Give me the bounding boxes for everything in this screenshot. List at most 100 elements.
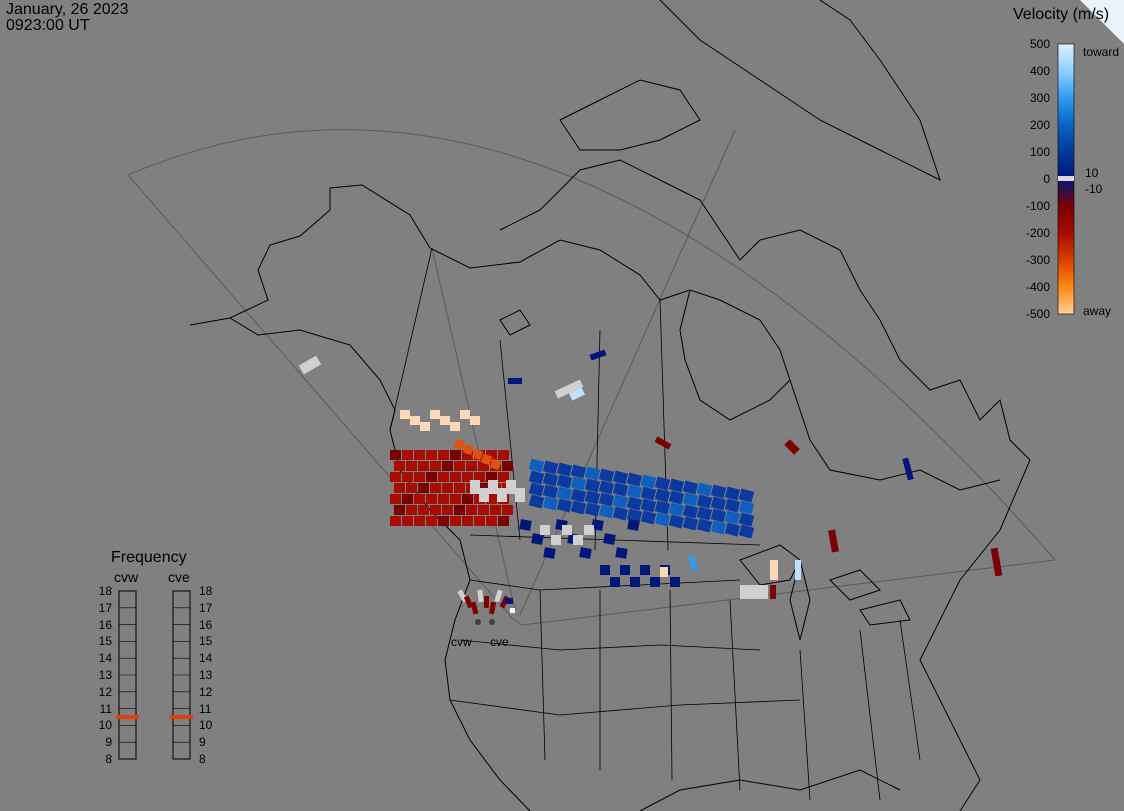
echo-cell	[598, 468, 615, 483]
echo-cell	[556, 486, 573, 501]
echo-cell	[696, 518, 713, 533]
echo-cell	[483, 595, 490, 609]
radar-label-cvw: cvw	[451, 635, 472, 649]
echo-cell	[738, 524, 755, 539]
label-away: away	[1083, 304, 1112, 318]
echo-cell	[579, 547, 592, 559]
echo-cell	[506, 480, 516, 494]
echo-cell	[570, 476, 587, 491]
echo-cell	[770, 585, 776, 599]
echo-cell	[402, 450, 413, 460]
echo-cell	[438, 472, 449, 482]
echo-cell	[640, 486, 657, 501]
echo-cell	[420, 422, 430, 431]
echo-cell	[394, 483, 405, 493]
echo-cell	[654, 476, 671, 491]
echo-cell	[486, 472, 497, 482]
echo-cell	[598, 480, 615, 495]
echo-cell	[682, 516, 699, 531]
colorbar-tick-label: 0	[1043, 172, 1050, 186]
echo-cell	[640, 498, 657, 513]
echo-cell	[450, 494, 461, 504]
echo-cell	[828, 529, 839, 553]
echo-cell	[710, 520, 727, 535]
echo-cell	[540, 525, 550, 535]
echo-cell	[466, 505, 477, 515]
radar-echoes	[298, 349, 1003, 615]
echo-cell	[486, 494, 497, 504]
echo-cell	[505, 598, 513, 604]
frequency-gauges	[116, 590, 193, 760]
frequency-level-label: 10	[98, 718, 112, 733]
echo-cell	[600, 565, 610, 575]
echo-cell	[724, 522, 741, 537]
echo-cell	[551, 535, 561, 545]
echo-cell	[508, 378, 522, 384]
echo-cell	[626, 508, 643, 523]
echo-cell	[724, 510, 741, 525]
echo-cell	[654, 436, 672, 450]
colorbar-tick-label: -500	[1025, 307, 1050, 321]
echo-cell	[738, 488, 755, 503]
radar-site-cvw	[475, 619, 481, 625]
label-toward: toward	[1083, 45, 1120, 59]
echo-cell	[462, 516, 473, 526]
echo-cell	[615, 547, 628, 559]
echo-cell	[630, 577, 640, 587]
radar-label-cve: cve	[490, 635, 509, 649]
echo-cell	[462, 472, 473, 482]
echo-cell	[426, 494, 437, 504]
echo-cell	[668, 502, 685, 517]
echo-cell	[298, 355, 322, 375]
echo-cell	[426, 450, 437, 460]
echo-cell	[442, 461, 453, 471]
echo-cell	[489, 458, 502, 471]
frequency-level-label: 16	[199, 617, 213, 632]
time-label: 0923:00 UT	[6, 17, 90, 34]
echo-cell	[627, 519, 640, 531]
echo-cell	[650, 577, 660, 587]
echo-cell	[654, 488, 671, 503]
echo-cell	[462, 450, 473, 460]
echo-cell	[418, 505, 429, 515]
echo-cell	[418, 483, 429, 493]
echo-cell	[626, 484, 643, 499]
echo-cell	[710, 496, 727, 511]
echo-cell	[696, 506, 713, 521]
frequency-level-label: 14	[199, 651, 213, 666]
political-borders	[389, 247, 921, 801]
echo-cell	[490, 505, 501, 515]
colorbar-tick-label: 200	[1029, 118, 1050, 132]
echo-cell	[626, 472, 643, 487]
frequency-level-label: 12	[98, 684, 112, 699]
echo-cell	[542, 484, 559, 499]
echo-cell	[414, 494, 425, 504]
echo-cell	[598, 492, 615, 507]
echo-cell	[502, 461, 513, 471]
echo-cell	[584, 478, 601, 493]
echo-cell	[612, 482, 629, 497]
echo-cell	[528, 470, 545, 485]
frequency-level-label: 12	[199, 684, 213, 699]
corner-marker	[1080, 0, 1124, 44]
echo-cell	[696, 494, 713, 509]
colorbar-tick-label: -400	[1025, 280, 1050, 294]
frequency-level-label: 17	[98, 600, 112, 615]
echo-cell	[660, 567, 668, 577]
echo-cell	[584, 466, 601, 481]
echo-cell	[466, 461, 477, 471]
echo-cell	[570, 488, 587, 503]
echo-cell	[480, 453, 493, 466]
echo-cell	[430, 505, 441, 515]
coastlines	[189, 0, 1031, 811]
echo-cell	[784, 439, 800, 455]
frequency-title: Frequency	[111, 549, 187, 566]
radar-site-cve	[489, 619, 495, 625]
echo-cell	[498, 450, 509, 460]
echo-cell	[612, 470, 629, 485]
echo-cell	[738, 500, 755, 515]
echo-cell	[990, 547, 1003, 577]
echo-cell	[414, 516, 425, 526]
echo-cell	[654, 500, 671, 515]
